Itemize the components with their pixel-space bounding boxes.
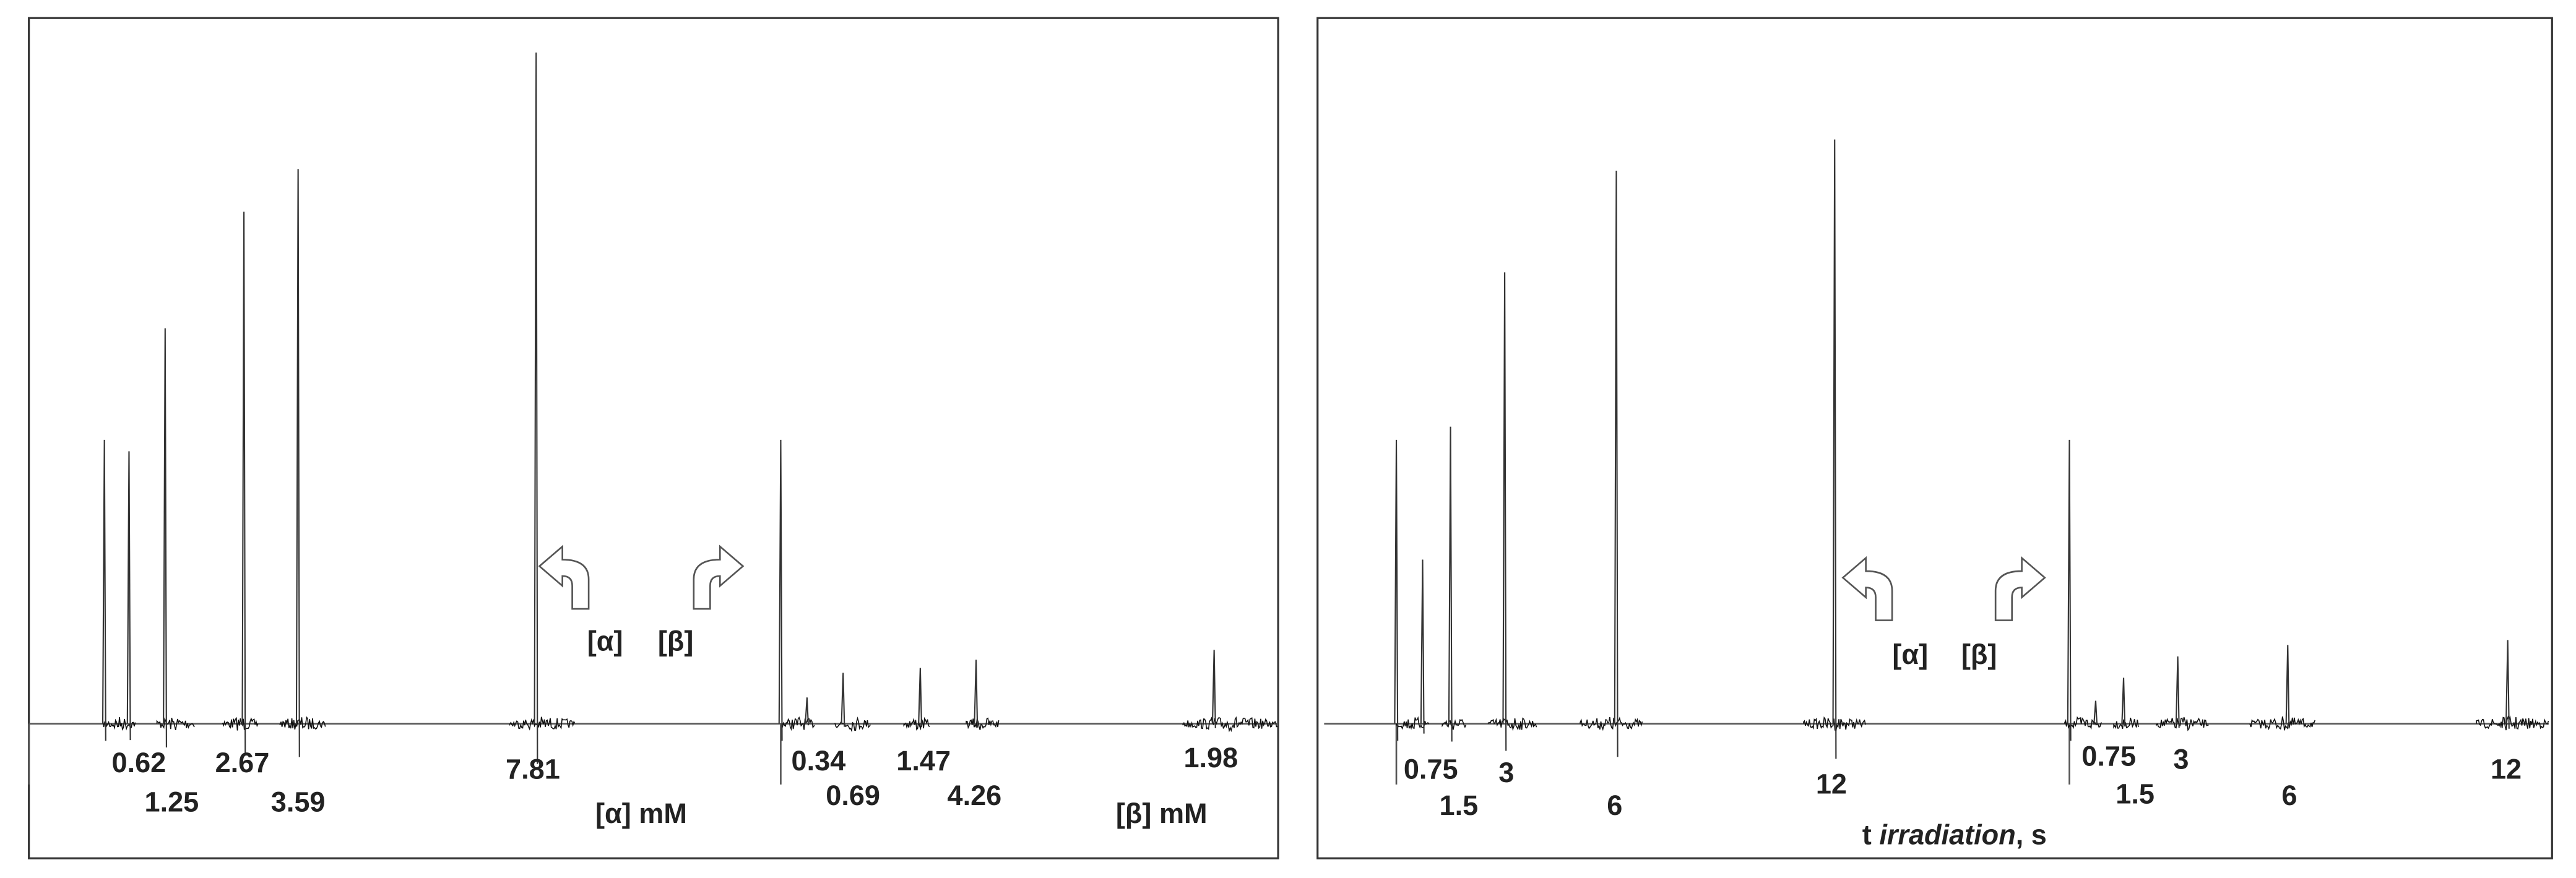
noise [2064,716,2103,730]
peak [1448,426,1453,742]
peak [1420,559,1425,734]
arrow [693,544,745,610]
peak-label: 1.5 [1440,790,1479,821]
noise [509,717,576,731]
label-part: t [1862,819,1880,851]
peak-label: 0.75 [2081,740,2136,772]
peak-label: 1.47 [896,745,951,777]
noise [1441,718,1467,730]
peak [918,668,923,728]
peak [534,52,538,764]
peak [1394,439,1399,741]
peak-label: 6 [1607,790,1622,821]
peak [778,439,783,741]
center-label: [β] [1961,639,1997,670]
noise [1803,716,1866,732]
arrow [1841,556,1893,621]
peak-label: 3.59 [271,786,326,818]
peak [163,328,167,748]
noise [834,717,871,733]
x-axis-label: t irradiation, s [1862,819,2047,851]
peak-label: 0.75 [1404,754,1458,785]
noise [1182,716,1278,733]
peak [2505,640,2510,729]
peak-label: 0.62 [111,747,166,778]
noise [903,717,930,731]
peak [2121,678,2126,727]
noise [279,716,326,730]
noise [156,717,195,730]
peak [1211,650,1216,728]
arrow [538,544,590,610]
noise [1487,717,1537,731]
peak-label: 4.26 [948,780,1002,811]
peak-label: 6 [2281,780,2297,811]
peak-label: 2.67 [215,747,270,778]
peak [805,697,810,726]
peak [1614,170,1619,757]
peak [974,660,979,728]
peak [2067,439,2072,741]
peak [1832,139,1837,759]
panel-frame [28,17,1279,859]
peak [841,673,845,727]
noise [1580,717,1643,731]
peak-label: 7.81 [506,754,560,785]
noise [2156,717,2209,731]
peak-label: 0.69 [826,780,880,811]
center-label: [α] [1892,639,1928,670]
noise [782,716,815,731]
peak-label: 3 [2173,744,2189,775]
peak [2285,645,2290,729]
peak [2175,656,2180,728]
peak-label: 1.25 [145,786,199,818]
peak [126,451,131,741]
noise [966,717,1000,730]
center-label: [α] [587,626,623,657]
arrow [1994,556,2046,621]
peak-label: 12 [2491,754,2522,785]
center-label: [β] [658,626,694,657]
panel-frame [1316,17,2553,859]
label-part: irradiation [1879,819,2015,851]
axis-label: [β] mM [1116,798,1208,829]
noise [2476,715,2549,731]
peak-label: 0.34 [792,745,846,777]
peak [1502,272,1507,751]
peak-label: 1.98 [1183,742,1238,773]
peak-label: 1.5 [2116,778,2155,809]
axis-label: [α] mM [595,798,687,829]
peak [2093,700,2098,725]
noise [2113,717,2139,730]
label-part: , s [2016,819,2047,851]
peak [241,212,246,755]
noise [2249,716,2316,731]
peak-label: 12 [1816,768,1847,799]
noise [222,717,259,731]
peak [295,169,300,757]
peak-label: 3 [1498,757,1514,788]
peak [102,439,106,741]
